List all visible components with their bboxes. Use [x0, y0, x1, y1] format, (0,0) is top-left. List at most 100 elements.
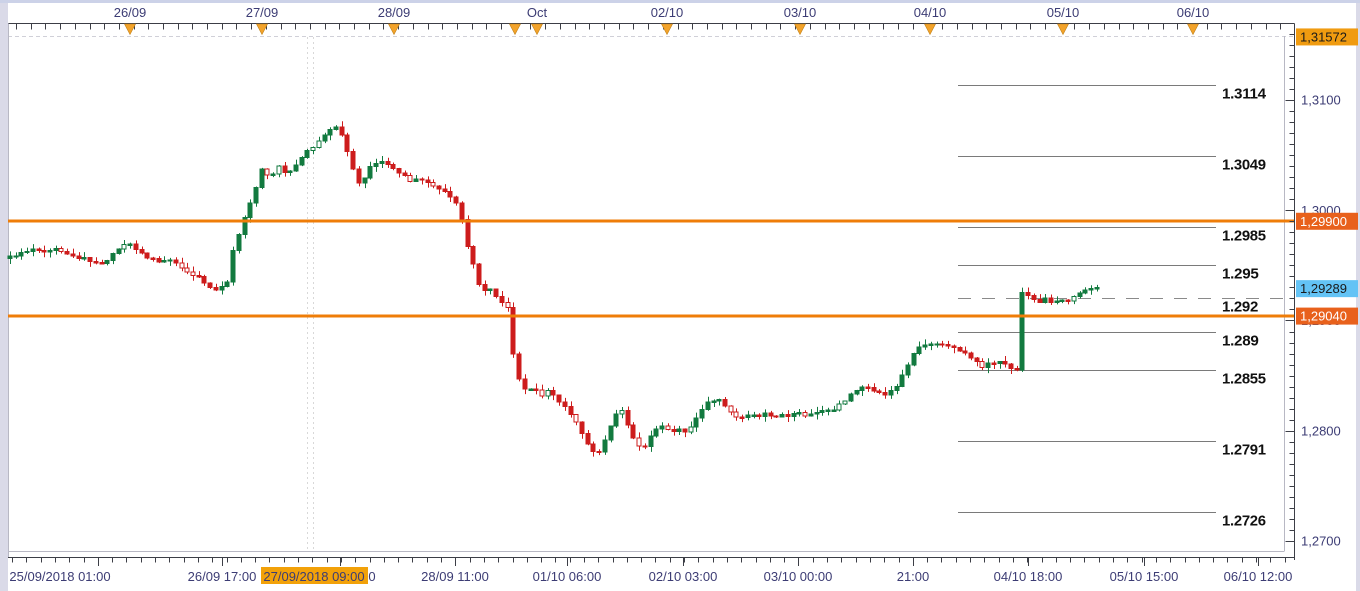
candle-body — [888, 390, 894, 396]
date-marker-triangle-icon — [124, 23, 136, 36]
date-marker-triangle-icon — [1187, 23, 1199, 36]
candle-body — [430, 181, 436, 187]
candle-body — [390, 164, 396, 169]
candle-body — [705, 401, 711, 410]
candle-body — [322, 134, 328, 142]
candle-body — [682, 428, 688, 433]
price-badge: 1,29289 — [1296, 280, 1358, 298]
date-marker-triangle-icon — [256, 23, 268, 36]
candle-body — [167, 259, 173, 262]
candle-body — [1059, 299, 1065, 303]
candle-body — [991, 362, 997, 366]
pivot-level-label: 1.295 — [1222, 266, 1259, 283]
pivot-level-label: 1.292 — [1222, 299, 1258, 316]
candle-body — [539, 389, 545, 397]
bottom-time-label: 21:00 — [897, 569, 930, 584]
bottom-time-label: 03/10 00:00 — [764, 569, 833, 584]
candle-body — [144, 252, 150, 259]
top-time-axis[interactable]: 26/09 27/09 28/09 Oct 02/10 03/10 04/10 05/10 06… — [8, 5, 1295, 37]
candle-body — [579, 421, 585, 435]
candle-body — [13, 255, 19, 258]
price-tick-label: 1,2700 — [1301, 534, 1341, 549]
candle-body — [962, 350, 968, 354]
candle-body — [516, 353, 522, 380]
candle-body — [825, 409, 831, 413]
candle-body — [562, 401, 568, 407]
candle-body — [676, 428, 682, 432]
candle-body — [184, 267, 190, 273]
candle-body — [230, 250, 236, 283]
candle-body — [47, 249, 53, 253]
bottom-time-label: 02/10 03:00 — [649, 569, 718, 584]
candle-body — [625, 409, 631, 426]
candle-body — [1031, 294, 1037, 301]
price-badge-label: 1,29040 — [1300, 309, 1347, 324]
candle-body — [242, 216, 248, 235]
candle-body — [899, 374, 905, 387]
candle-body — [179, 262, 185, 269]
candle-body — [733, 411, 739, 418]
orange-level-line — [8, 219, 1295, 223]
candle-body — [653, 428, 659, 437]
candle-body — [585, 433, 591, 445]
candle-body — [608, 425, 614, 441]
candle-body — [442, 188, 448, 192]
candle-body — [30, 248, 36, 252]
bottom-time-label: 06/10 12:00 — [1224, 569, 1293, 584]
pivot-level-label: 1.289 — [1222, 333, 1259, 350]
candle-body — [630, 424, 636, 439]
candle-body — [997, 361, 1003, 365]
candle-body — [968, 352, 974, 359]
candle-body — [939, 343, 945, 346]
candle-body — [865, 386, 871, 390]
candle-body — [425, 179, 431, 183]
candle-body — [808, 413, 814, 417]
date-marker-triangle-icon — [388, 23, 400, 36]
candle-body — [796, 412, 802, 415]
candle-body — [916, 346, 922, 354]
candle-body — [207, 282, 213, 288]
candle-body — [190, 271, 196, 277]
candle-body — [928, 343, 934, 346]
price-badge: 1,29040 — [1296, 307, 1358, 325]
top-date-label: 26/09 — [114, 5, 147, 20]
candle-body — [76, 255, 82, 259]
price-badge-bg — [1296, 28, 1358, 46]
candle-body — [619, 409, 625, 415]
candle-body — [402, 172, 408, 177]
candle-body — [1088, 287, 1094, 291]
candle-body — [133, 243, 139, 251]
candle-body — [836, 403, 842, 411]
price-axis[interactable]: 1,31001,30001,29001,28001,27001,315721,2… — [1285, 23, 1359, 561]
candle-body — [791, 413, 797, 417]
candle-body — [344, 134, 350, 152]
candle-body — [768, 412, 774, 417]
candle-body — [545, 389, 551, 397]
candle-body — [156, 257, 162, 263]
candle-body — [373, 163, 379, 167]
bottom-time-axis[interactable]: 25/09/2018 01:00 26/09 17:00 28/09 11:00 01… — [8, 557, 1295, 585]
price-tick-label: 1,2800 — [1301, 423, 1341, 438]
candle-body — [24, 250, 30, 254]
pivot-level-label: 1.2791 — [1222, 442, 1266, 459]
candle-body — [550, 389, 556, 396]
candle-body — [287, 170, 293, 173]
candle-body — [276, 165, 282, 175]
candle-body — [1048, 297, 1054, 303]
candles[interactable] — [7, 121, 1100, 457]
candle-body — [453, 196, 459, 204]
highlighted-time-bg — [261, 567, 368, 584]
pivot-level-label: 1.2855 — [1222, 371, 1266, 388]
candle-body — [36, 248, 42, 252]
plot-frame — [8, 23, 1285, 557]
top-date-label: Oct — [527, 5, 548, 20]
candle-body — [99, 262, 105, 265]
candle-body — [499, 295, 505, 304]
candle-body — [224, 281, 230, 287]
date-marker-triangle-icon — [509, 23, 521, 36]
candle-body — [110, 253, 116, 261]
candle-body — [304, 150, 310, 158]
candle-body — [1008, 363, 1014, 370]
